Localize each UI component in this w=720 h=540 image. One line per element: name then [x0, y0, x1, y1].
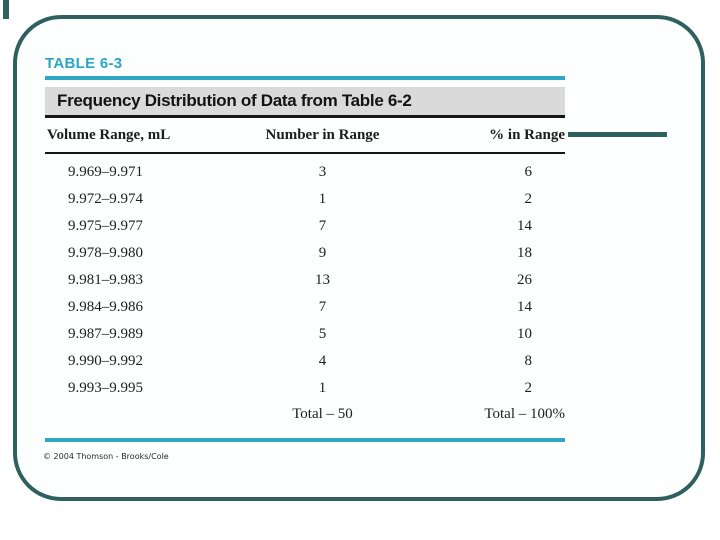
- cell-number-in-range: 13: [315, 272, 330, 288]
- top-left-accent-bar: [3, 0, 9, 19]
- cell-number-in-range: 3: [318, 164, 327, 180]
- cell-percent-in-range: 18: [517, 245, 532, 261]
- cell-percent-in-range: 6: [524, 164, 533, 180]
- table-title: Frequency Distribution of Data from Tabl…: [57, 91, 412, 110]
- table-row: 9.981–9.983 13 26: [45, 267, 565, 294]
- cell-number-in-range: 7: [318, 299, 327, 315]
- table-row: 9.987–9.989 5 10: [45, 321, 565, 348]
- cell-number-in-range: 1: [318, 380, 327, 396]
- table-body: 9.969–9.971 3 6 9.972–9.974 1 2 9.975–9.977 7 14…: [45, 159, 565, 402]
- table-row: 9.984–9.986 7 14: [45, 294, 565, 321]
- cell-percent-in-range: 8: [524, 353, 533, 369]
- cell-volume-range: 9.990–9.992: [68, 353, 143, 369]
- cell-number-in-range: 4: [318, 353, 327, 369]
- cell-volume-range: 9.984–9.986: [68, 299, 143, 315]
- cell-percent-in-range: 2: [524, 380, 533, 396]
- cell-number-in-range: 9: [318, 245, 327, 261]
- copyright-notice: © 2004 Thomson - Brooks/Cole: [43, 452, 169, 461]
- cell-volume-range: 9.969–9.971: [68, 164, 143, 180]
- table-row: 9.978–9.980 9 18: [45, 240, 565, 267]
- cell-volume-range: 9.978–9.980: [68, 245, 143, 261]
- table-top-rule: [45, 76, 565, 80]
- table-label: TABLE 6-3: [45, 55, 123, 72]
- cell-percent-in-range: 14: [517, 299, 532, 315]
- table-row: 9.975–9.977 7 14: [45, 213, 565, 240]
- table-row: 9.972–9.974 1 2: [45, 186, 565, 213]
- cell-volume-range: 9.975–9.977: [68, 218, 143, 234]
- cell-volume-range: 9.972–9.974: [68, 191, 143, 207]
- frequency-table: TABLE 6-3 Frequency Distribution of Data…: [45, 55, 565, 442]
- cell-volume-range: 9.981–9.983: [68, 272, 143, 288]
- table-header-row: Volume Range, mL Number in Range % in Ra…: [45, 118, 565, 154]
- total-number-in-range: Total – 50: [292, 406, 353, 422]
- table-total-row: Total – 50 Total – 100%: [45, 402, 565, 436]
- table-row: 9.969–9.971 3 6: [45, 159, 565, 186]
- cell-percent-in-range: 14: [517, 218, 532, 234]
- column-header-percent-in-range: % in Range: [489, 126, 565, 143]
- table-row: 9.993–9.995 1 2: [45, 375, 565, 402]
- total-percent-in-range: Total – 100%: [484, 406, 565, 422]
- header-pointer-line: [568, 132, 667, 137]
- cell-volume-range: 9.993–9.995: [68, 380, 143, 396]
- cell-volume-range: 9.987–9.989: [68, 326, 143, 342]
- column-header-number-in-range: Number in Range: [265, 126, 380, 143]
- table-row: 9.990–9.992 4 8: [45, 348, 565, 375]
- column-header-volume-range: Volume Range, mL: [47, 126, 171, 143]
- cell-percent-in-range: 10: [517, 326, 532, 342]
- cell-percent-in-range: 2: [524, 191, 533, 207]
- cell-number-in-range: 7: [318, 218, 327, 234]
- table-bottom-rule: [45, 438, 565, 442]
- table-title-band: Frequency Distribution of Data from Tabl…: [45, 87, 565, 118]
- cell-number-in-range: 5: [318, 326, 327, 342]
- cell-percent-in-range: 26: [517, 272, 532, 288]
- cell-number-in-range: 1: [318, 191, 327, 207]
